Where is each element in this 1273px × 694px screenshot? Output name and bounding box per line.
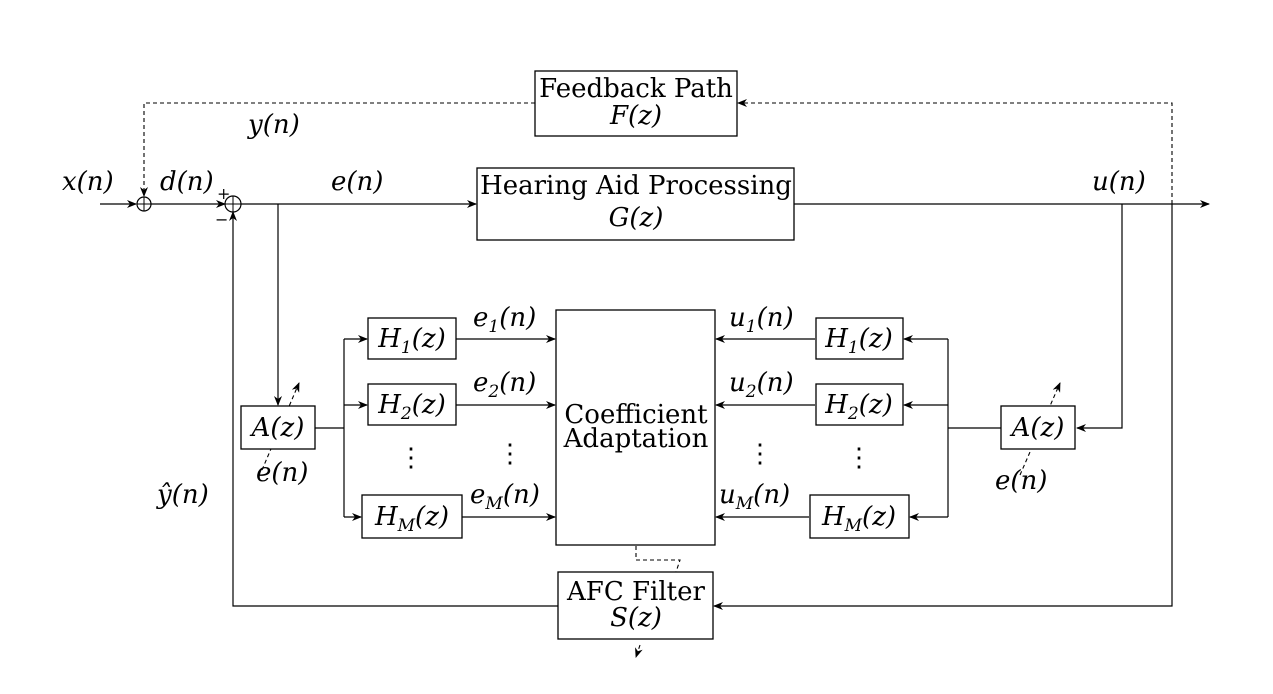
svg-text:H1(z): H1(z) bbox=[377, 324, 446, 358]
signal-x: x(n) bbox=[62, 167, 114, 197]
filter-h1-right: H1(z) bbox=[815, 317, 904, 360]
ellipsis-e-signals: ⋮ bbox=[497, 439, 523, 469]
prewhitening-filter-right: A(z) bbox=[1000, 405, 1076, 450]
signal-y-hat: ŷ(n) bbox=[156, 480, 209, 510]
ellipsis-left-bank: ⋮ bbox=[398, 443, 424, 473]
filter-hm-left: HM(z) bbox=[361, 494, 463, 539]
wire-u-to-prewhite-right bbox=[1076, 204, 1123, 432]
svg-text:uM(n): uM(n) bbox=[719, 480, 790, 514]
wire-afc-to-sum bbox=[229, 211, 558, 607]
signal-u1-sub: 1 bbox=[746, 317, 757, 337]
signal-u1-base: u bbox=[729, 303, 746, 333]
hearing-aid-title: Hearing Aid Processing bbox=[480, 171, 792, 201]
prewhitening-right-label: A(z) bbox=[1010, 413, 1065, 443]
filter-h2-left-base: H bbox=[377, 390, 402, 420]
feedback-path-function: F(z) bbox=[609, 101, 662, 131]
filter-h1-right-tail: (z) bbox=[859, 324, 893, 354]
prewhitening-filter-left: A(z) bbox=[240, 405, 316, 450]
svg-text:H2(z): H2(z) bbox=[824, 390, 893, 424]
svg-text:u2(n): u2(n) bbox=[729, 368, 794, 402]
filter-h1-left-base: H bbox=[377, 324, 402, 354]
filter-h2-right: H2(z) bbox=[815, 383, 904, 426]
filter-h1-left-tail: (z) bbox=[412, 324, 446, 354]
ellipsis-u-signals: ⋮ bbox=[747, 439, 773, 469]
signal-em-base: e bbox=[470, 480, 485, 510]
wire-u-to-afc bbox=[713, 204, 1173, 610]
filter-hm-left-base: H bbox=[374, 502, 399, 532]
signal-e-step-right: e(n) bbox=[995, 466, 1047, 496]
signal-u1-tail: (n) bbox=[757, 303, 794, 333]
svg-text:HM(z): HM(z) bbox=[374, 502, 449, 536]
signal-e2-tail: (n) bbox=[499, 368, 536, 398]
svg-text:eM(n): eM(n) bbox=[470, 480, 540, 514]
signal-e1-tail: (n) bbox=[499, 303, 536, 333]
adjust-arrow-afc bbox=[635, 644, 643, 658]
afc-filter-function: S(z) bbox=[610, 603, 662, 633]
signal-e2-sub: 2 bbox=[487, 382, 499, 402]
filter-hm-right-sub: M bbox=[844, 516, 863, 536]
filter-h1-left-sub: 1 bbox=[401, 338, 412, 358]
svg-text:H2(z): H2(z) bbox=[377, 390, 446, 424]
svg-text:H1(z): H1(z) bbox=[824, 324, 893, 358]
filter-h1-right-base: H bbox=[824, 324, 849, 354]
afc-filter-title: AFC Filter bbox=[566, 577, 705, 607]
svg-text:e1(n): e1(n) bbox=[473, 303, 536, 337]
prewhitening-left-label: A(z) bbox=[250, 413, 305, 443]
coefficient-adaptation-line2: Adaptation bbox=[563, 424, 709, 454]
plus-sign: + bbox=[217, 184, 230, 203]
minus-sign: − bbox=[215, 210, 228, 229]
signal-u: u(n) bbox=[1092, 167, 1146, 197]
filter-h2-left: H2(z) bbox=[367, 383, 457, 426]
signal-u2-base: u bbox=[729, 368, 746, 398]
coefficient-adaptation-block: Coefficient Adaptation bbox=[555, 309, 716, 546]
hearing-aid-function: G(z) bbox=[609, 203, 664, 233]
filter-hm-right-tail: (z) bbox=[862, 502, 896, 532]
signal-u2-tail: (n) bbox=[757, 368, 794, 398]
filter-h2-right-base: H bbox=[824, 390, 849, 420]
filter-hm-right-base: H bbox=[821, 502, 846, 532]
filter-h1-right-sub: 1 bbox=[848, 338, 859, 358]
filter-hm-left-tail: (z) bbox=[415, 502, 449, 532]
signal-y: y(n) bbox=[247, 110, 300, 140]
afc-filter-block: AFC Filter S(z) bbox=[557, 571, 714, 640]
signal-u2-sub: 2 bbox=[745, 382, 757, 402]
filter-hm-right: HM(z) bbox=[809, 494, 910, 539]
signal-em-tail: (n) bbox=[503, 480, 540, 510]
hearing-aid-block: Hearing Aid Processing G(z) bbox=[476, 167, 795, 241]
signal-um-sub: M bbox=[735, 494, 754, 514]
signal-e: e(n) bbox=[331, 167, 383, 197]
signal-um-base: u bbox=[719, 480, 736, 510]
filter-h2-right-tail: (z) bbox=[859, 390, 893, 420]
svg-text:u1(n): u1(n) bbox=[729, 303, 794, 337]
signal-em-sub: M bbox=[484, 494, 503, 514]
signal-e1-sub: 1 bbox=[488, 317, 499, 337]
wire-coeff-update bbox=[635, 546, 681, 573]
filter-h2-left-sub: 2 bbox=[400, 404, 412, 424]
filter-hm-left-sub: M bbox=[397, 516, 416, 536]
summer-1 bbox=[136, 196, 152, 212]
svg-text:e2(n): e2(n) bbox=[473, 368, 536, 402]
signal-e2-base: e bbox=[473, 368, 488, 398]
ellipsis-right-bank: ⋮ bbox=[846, 443, 872, 473]
filter-h2-right-sub: 2 bbox=[847, 404, 859, 424]
signal-e-step-left: e(n) bbox=[256, 458, 308, 488]
coefficient-adaptation-line1: Coefficient bbox=[564, 400, 708, 430]
summer-2 bbox=[224, 195, 242, 213]
adjust-arrow-left bbox=[261, 382, 300, 471]
signal-e1-base: e bbox=[473, 303, 488, 333]
filter-h2-left-tail: (z) bbox=[412, 390, 446, 420]
svg-text:HM(z): HM(z) bbox=[821, 502, 896, 536]
signal-d: d(n) bbox=[160, 167, 214, 197]
signal-um-tail: (n) bbox=[753, 480, 790, 510]
filter-h1-left: H1(z) bbox=[367, 317, 457, 360]
feedback-path-title: Feedback Path bbox=[539, 74, 733, 104]
feedback-path-block: Feedback Path F(z) bbox=[534, 70, 738, 137]
wire-feedback-in bbox=[737, 99, 1173, 204]
